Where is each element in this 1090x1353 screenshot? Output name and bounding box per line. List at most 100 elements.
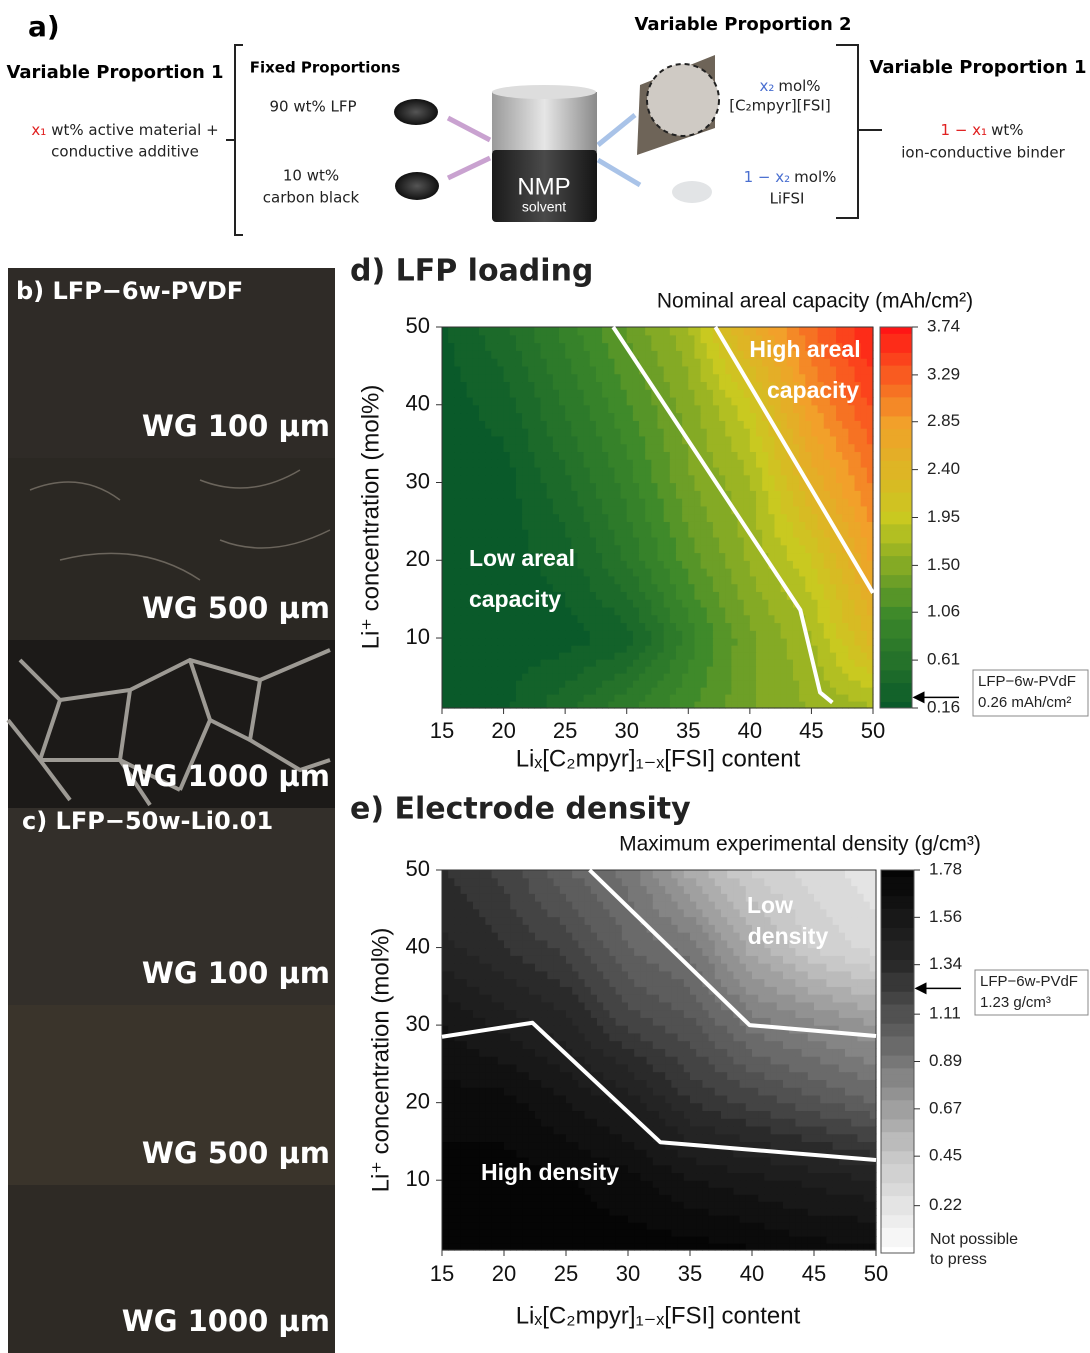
contour-fill	[553, 350, 560, 358]
colorbar-segment	[880, 454, 912, 461]
contour-fill	[713, 659, 720, 667]
contour-fill	[696, 1201, 703, 1209]
contour-fill	[565, 687, 572, 695]
contour-fill	[707, 701, 714, 709]
colorbar-segment	[880, 473, 912, 480]
contour-fill	[602, 537, 609, 545]
contour-fill	[750, 687, 757, 695]
contour-fill	[442, 1141, 449, 1149]
contour-fill	[836, 659, 843, 667]
contour-fill	[467, 514, 474, 522]
contour-fill	[861, 483, 868, 491]
contour-fill	[528, 374, 535, 382]
contour-fill	[590, 659, 597, 667]
contour-fill	[738, 436, 745, 444]
contour-fill	[442, 444, 449, 452]
contour-fill	[491, 335, 498, 343]
contour-fill	[702, 1126, 709, 1134]
contour-fill	[614, 615, 621, 623]
contour-fill	[826, 1229, 833, 1237]
contour-fill	[634, 1126, 641, 1134]
contour-fill	[566, 1201, 573, 1209]
contour-fill	[460, 638, 467, 646]
contour-fill	[802, 1187, 809, 1195]
contour-fill	[731, 467, 738, 475]
contour-fill	[811, 405, 818, 413]
contour-fill	[565, 490, 572, 498]
contour-fill	[799, 413, 806, 421]
contour-fill	[682, 560, 689, 568]
contour-fill	[535, 1187, 542, 1195]
contour-fill	[627, 576, 634, 584]
contour-fill	[645, 358, 652, 366]
contour-fill	[510, 1229, 517, 1237]
contour-fill	[442, 467, 449, 475]
contour-fill	[725, 694, 732, 702]
contour-fill	[608, 335, 615, 343]
contour-fill	[811, 694, 818, 702]
contour-fill	[510, 335, 517, 343]
contour-fill	[577, 701, 584, 709]
contour-fill	[534, 490, 541, 498]
contour-fill	[713, 680, 720, 688]
contour-fill	[670, 389, 677, 397]
contour-fill	[814, 1222, 821, 1230]
contour-fill	[534, 420, 541, 428]
contour-fill	[454, 560, 461, 568]
contour-fill	[725, 413, 732, 421]
contour-fill	[534, 343, 541, 351]
contour-fill	[715, 1172, 722, 1180]
contour-fill	[448, 1208, 455, 1216]
contour-fill	[559, 350, 566, 358]
contour-fill	[744, 568, 751, 576]
contour-fill	[799, 645, 806, 653]
contour-fill	[848, 607, 855, 615]
contour-fill	[577, 680, 584, 688]
contour-fill	[795, 1180, 802, 1188]
contour-fill	[682, 666, 689, 674]
contour-fill	[565, 467, 572, 475]
contour-fill	[719, 652, 726, 660]
contour-fill	[733, 1103, 740, 1111]
contour-fill	[688, 630, 695, 638]
contour-fill	[836, 552, 843, 560]
contour-fill	[670, 521, 677, 529]
contour-fill	[528, 467, 535, 475]
contour-fill	[665, 1172, 672, 1180]
contour-fill	[694, 436, 701, 444]
contour-fill	[678, 1236, 685, 1244]
contour-fill	[565, 529, 572, 537]
contour-fill	[701, 335, 708, 343]
contour-fill	[522, 673, 529, 681]
contour-fill	[559, 537, 566, 545]
contour-fill	[534, 673, 541, 681]
contour-fill	[738, 459, 745, 467]
contour-fill	[608, 622, 615, 630]
contour-fill	[516, 1134, 523, 1142]
contour-fill	[460, 659, 467, 667]
contour-fill	[670, 366, 677, 374]
contour-fill	[725, 645, 732, 653]
contour-cell	[814, 1180, 877, 1250]
contour-fill	[584, 680, 591, 688]
contour-fill	[633, 459, 640, 467]
contour-fill	[541, 1229, 548, 1237]
contour-fill	[721, 1165, 728, 1173]
contour-fill	[591, 1201, 598, 1209]
contour-fill	[553, 521, 560, 529]
contour-fill	[727, 1222, 734, 1230]
contour-fill	[818, 467, 825, 475]
contour-fill	[621, 374, 628, 382]
contour-fill	[653, 1236, 660, 1244]
contour-fill	[614, 576, 621, 584]
contour-fill	[830, 420, 837, 428]
contour-fill	[621, 350, 628, 358]
contour-fill	[572, 1201, 579, 1209]
contour-fill	[640, 1243, 647, 1251]
contour-cell	[811, 638, 873, 709]
contour-fill	[678, 1208, 685, 1216]
contour-fill	[824, 652, 831, 660]
contour-fill	[707, 680, 714, 688]
contour-fill	[479, 343, 486, 351]
contour-fill	[688, 560, 695, 568]
